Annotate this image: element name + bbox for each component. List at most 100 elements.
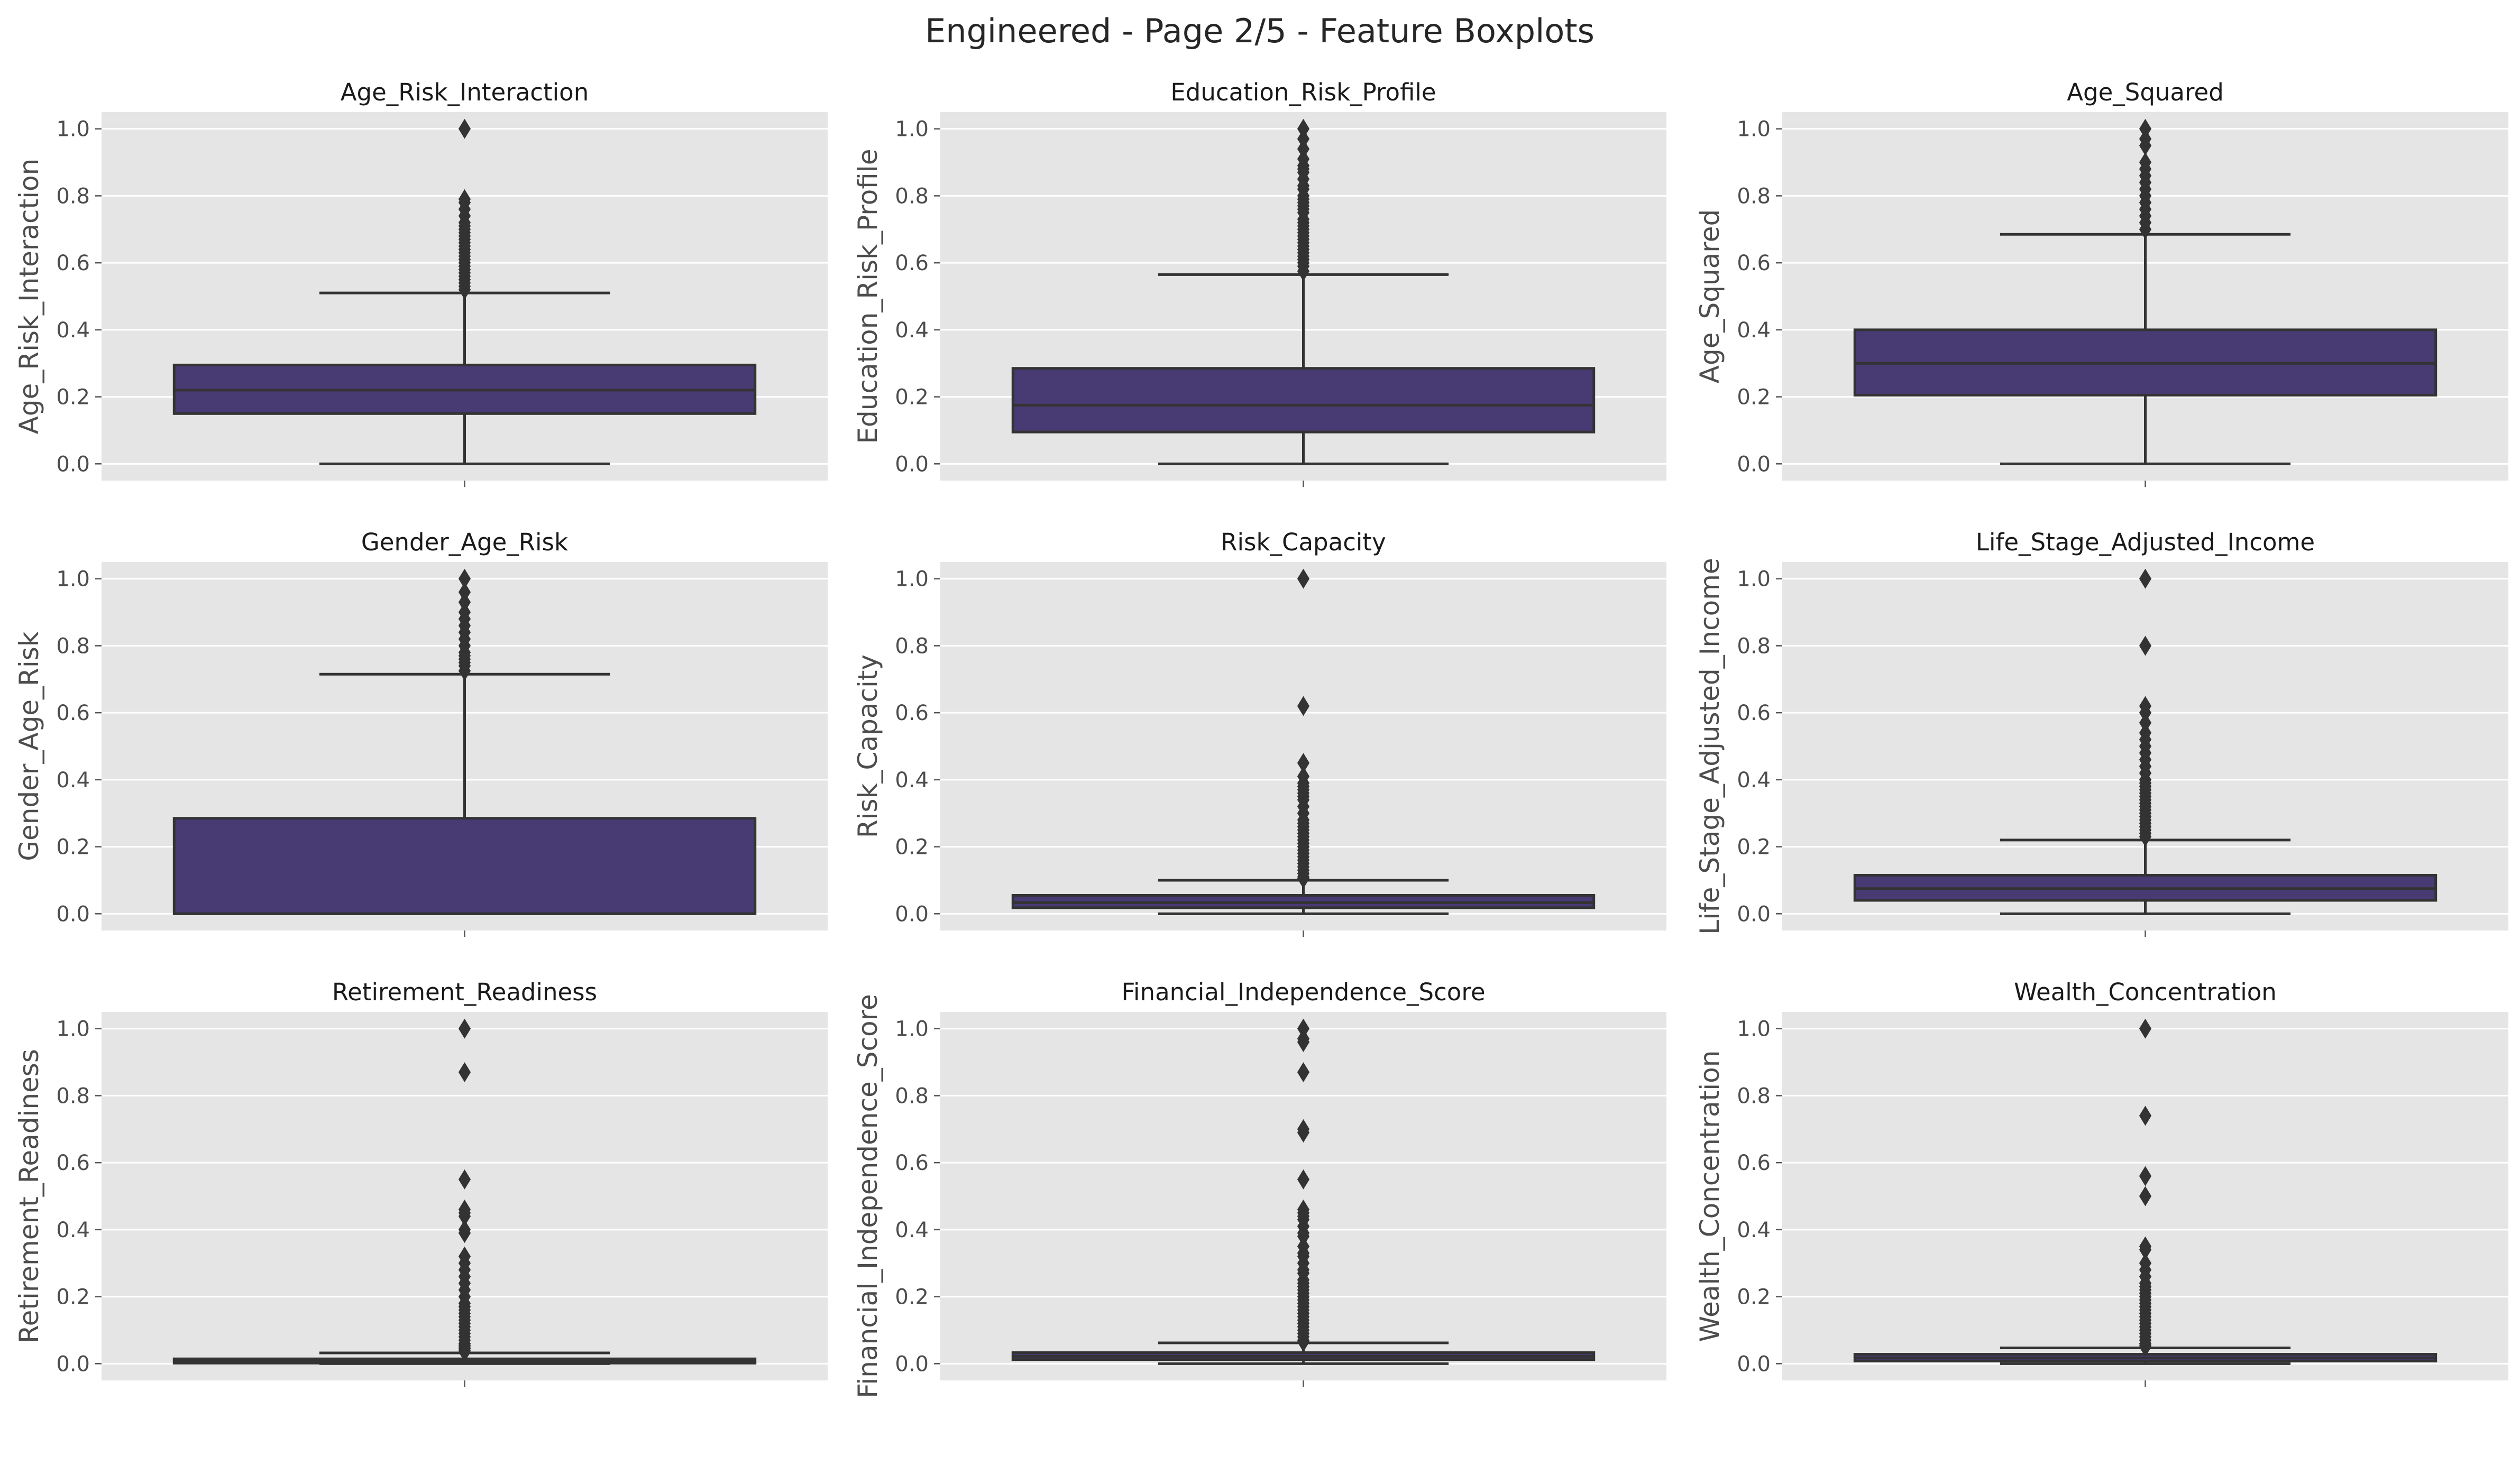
outlier-point bbox=[2139, 635, 2152, 656]
outlier-point bbox=[2139, 118, 2152, 139]
boxplot-panel: 0.0 0.2 0.4 0.6 0.8 1.0 Financial_Independence… bbox=[853, 978, 1666, 1398]
outlier-point bbox=[1297, 766, 1310, 787]
y-tick-label: 0.2 bbox=[56, 385, 90, 410]
y-tick-label: 1.0 bbox=[56, 117, 90, 142]
y-tick-label: 0.6 bbox=[895, 701, 929, 725]
outlier-point bbox=[1297, 1169, 1310, 1190]
outlier-point bbox=[458, 582, 471, 602]
y-tick-label: 0.0 bbox=[56, 902, 90, 926]
y-tick-label: 0.2 bbox=[56, 1285, 90, 1310]
outlier-point bbox=[1297, 753, 1310, 773]
outlier-point bbox=[458, 1199, 471, 1220]
outlier-point bbox=[458, 1018, 471, 1039]
y-tick-label: 0.0 bbox=[895, 902, 929, 926]
outlier-point bbox=[458, 1246, 471, 1267]
y-tick-label: 0.8 bbox=[1737, 634, 1771, 658]
y-tick-label: 1.0 bbox=[56, 567, 90, 592]
outlier-point bbox=[458, 118, 471, 139]
y-tick-label: 0.4 bbox=[895, 768, 929, 793]
y-tick-label: 0.6 bbox=[1737, 701, 1771, 725]
outlier-point bbox=[1297, 139, 1310, 159]
outlier-point bbox=[458, 568, 471, 589]
panel-title: Retirement_Readiness bbox=[332, 978, 597, 1006]
y-axis-label: Retirement_Readiness bbox=[14, 1049, 44, 1343]
y-tick-label: 0.4 bbox=[56, 768, 90, 793]
y-tick-label: 0.4 bbox=[1737, 768, 1771, 793]
y-tick-label: 0.6 bbox=[1737, 251, 1771, 275]
boxplot-panel: 0.0 0.2 0.4 0.6 0.8 1.0 Risk_Capacity Risk_Capa… bbox=[853, 528, 1666, 937]
outlier-point bbox=[458, 189, 471, 209]
outlier-point bbox=[1297, 568, 1310, 589]
outlier-point bbox=[2139, 1253, 2152, 1274]
y-tick-label: 0.6 bbox=[56, 251, 90, 275]
y-tick-label: 0.6 bbox=[56, 1151, 90, 1175]
iqr-box bbox=[172, 817, 757, 915]
outlier-point bbox=[458, 1169, 471, 1190]
outlier-point bbox=[2139, 713, 2152, 733]
y-axis-label: Risk_Capacity bbox=[853, 655, 883, 838]
outlier-point bbox=[2139, 568, 2152, 589]
panel-title: Age_Risk_Interaction bbox=[341, 78, 589, 106]
outlier-point bbox=[1297, 696, 1310, 716]
boxplot-panel: 0.0 0.2 0.4 0.6 0.8 1.0 Life_Stage_Adjusted_In… bbox=[1694, 528, 2508, 937]
y-tick-label: 1.0 bbox=[895, 567, 929, 592]
iqr-box bbox=[1011, 367, 1596, 434]
y-tick-label: 0.6 bbox=[895, 251, 929, 275]
outlier-point bbox=[1297, 1236, 1310, 1257]
boxplot-panel: 0.0 0.2 0.4 0.6 0.8 1.0 Retirement_Readiness Re… bbox=[14, 978, 828, 1387]
boxplot-panel: 0.0 0.2 0.4 0.6 0.8 1.0 Education_Risk_Profile… bbox=[853, 78, 1666, 487]
y-tick-label: 0.8 bbox=[56, 184, 90, 208]
boxplot-panel: 0.0 0.2 0.4 0.6 0.8 1.0 Gender_Age_Risk Gender_… bbox=[14, 528, 828, 937]
outlier-point bbox=[2139, 1166, 2152, 1186]
y-tick-label: 0.6 bbox=[895, 1151, 929, 1175]
y-tick-label: 1.0 bbox=[895, 117, 929, 142]
panel-title: Life_Stage_Adjusted_Income bbox=[1976, 528, 2315, 556]
outlier-point bbox=[2139, 1105, 2152, 1126]
y-tick-label: 0.8 bbox=[895, 184, 929, 208]
y-tick-label: 0.0 bbox=[895, 452, 929, 476]
panel-title: Age_Squared bbox=[2067, 78, 2224, 106]
y-tick-label: 0.8 bbox=[1737, 1084, 1771, 1108]
outlier-point bbox=[1297, 1018, 1310, 1039]
panel-title: Financial_Independence_Score bbox=[1121, 978, 1485, 1006]
y-tick-label: 1.0 bbox=[895, 1017, 929, 1042]
y-axis-label: Age_Risk_Interaction bbox=[14, 159, 44, 435]
y-tick-label: 0.8 bbox=[56, 1084, 90, 1108]
y-tick-label: 1.0 bbox=[1737, 117, 1771, 142]
y-axis-label: Education_Risk_Profile bbox=[853, 149, 883, 444]
y-tick-label: 0.6 bbox=[56, 701, 90, 725]
panel-title: Wealth_Concentration bbox=[2014, 978, 2277, 1006]
outlier-point bbox=[1297, 118, 1310, 139]
outlier-point bbox=[2139, 723, 2152, 743]
y-tick-label: 0.0 bbox=[1737, 902, 1771, 926]
outlier-point bbox=[458, 602, 471, 623]
y-tick-label: 0.4 bbox=[1737, 318, 1771, 343]
outlier-point bbox=[2139, 1186, 2152, 1206]
y-tick-label: 0.2 bbox=[895, 1285, 929, 1310]
y-tick-label: 0.2 bbox=[56, 835, 90, 860]
y-tick-label: 1.0 bbox=[1737, 567, 1771, 592]
y-tick-label: 0.8 bbox=[895, 634, 929, 658]
outlier-point bbox=[458, 1219, 471, 1240]
outlier-point bbox=[2139, 1236, 2152, 1257]
y-tick-label: 0.4 bbox=[1737, 1218, 1771, 1242]
y-tick-label: 1.0 bbox=[56, 1017, 90, 1042]
y-tick-label: 0.0 bbox=[56, 1352, 90, 1376]
y-axis-label: Wealth_Concentration bbox=[1694, 1051, 1725, 1342]
y-axis-label: Life_Stage_Adjusted_Income bbox=[1694, 558, 1725, 934]
boxplot-panel: 0.0 0.2 0.4 0.6 0.8 1.0 Wealth_Concentration We… bbox=[1694, 978, 2508, 1387]
y-tick-label: 0.8 bbox=[895, 1084, 929, 1108]
panel-title: Risk_Capacity bbox=[1221, 528, 1386, 556]
y-tick-label: 0.4 bbox=[895, 1218, 929, 1242]
y-axis-label: Financial_Independence_Score bbox=[853, 994, 883, 1398]
outlier-point bbox=[2139, 1018, 2152, 1039]
y-tick-label: 0.4 bbox=[56, 318, 90, 343]
y-tick-label: 0.4 bbox=[895, 318, 929, 343]
y-tick-label: 0.2 bbox=[1737, 1285, 1771, 1310]
y-tick-label: 0.0 bbox=[56, 452, 90, 476]
outlier-point bbox=[2139, 696, 2152, 716]
boxplot-panel: 0.0 0.2 0.4 0.6 0.8 1.0 Age_Risk_Interaction Ag… bbox=[14, 78, 828, 487]
y-tick-label: 0.2 bbox=[1737, 385, 1771, 410]
panel-title: Gender_Age_Risk bbox=[361, 528, 568, 556]
